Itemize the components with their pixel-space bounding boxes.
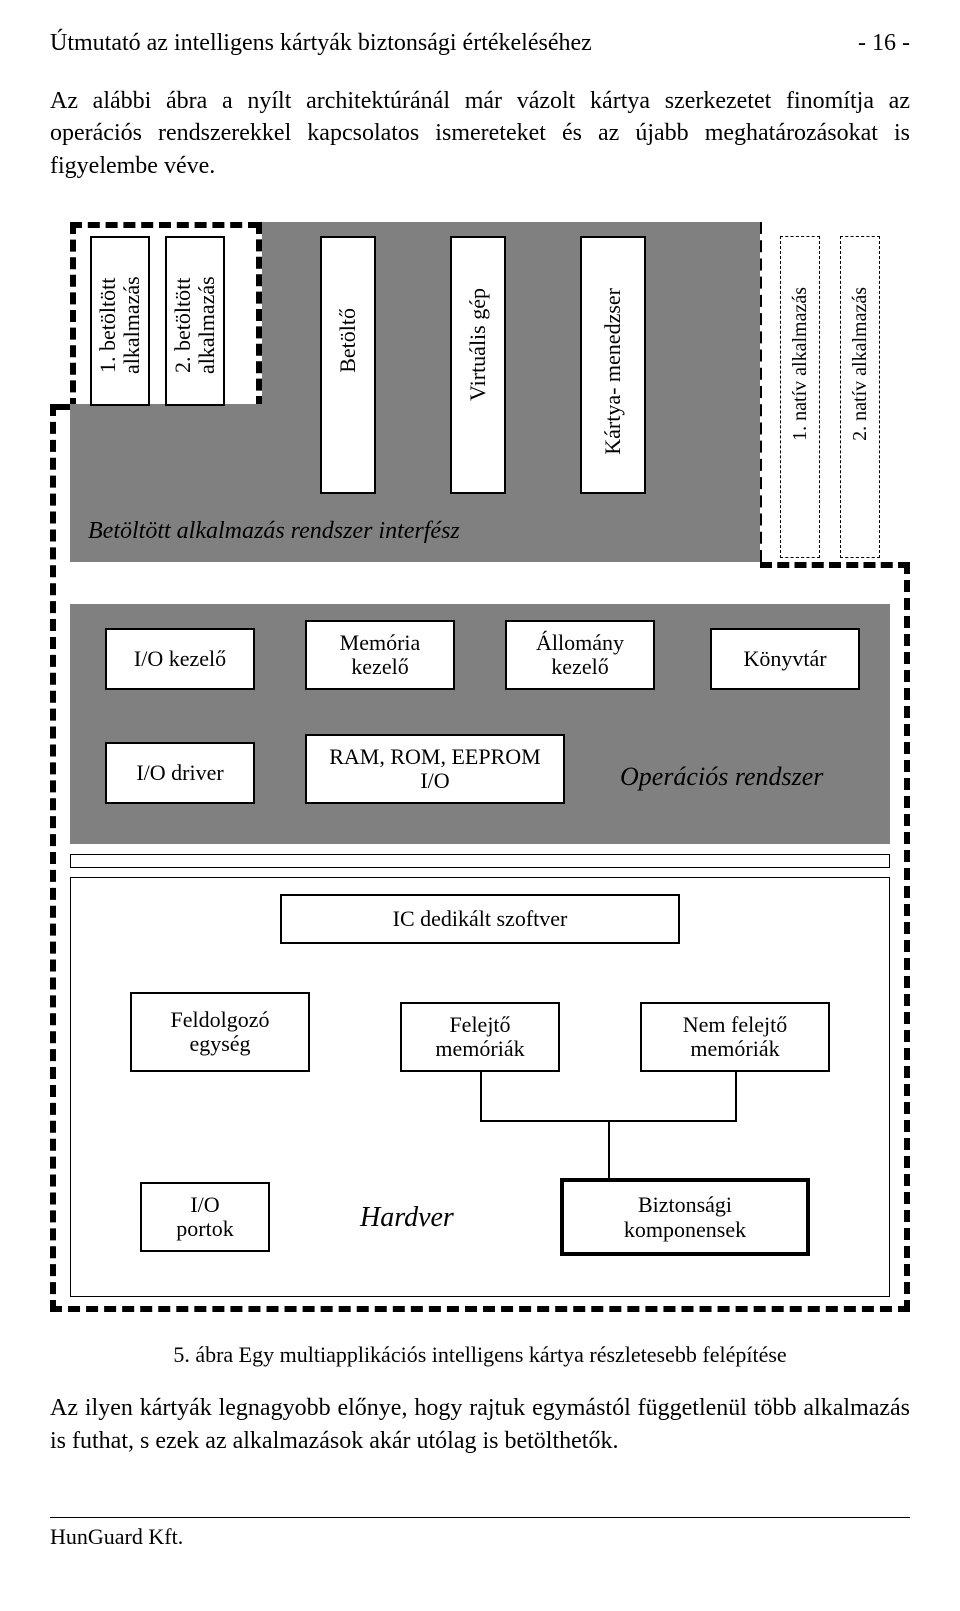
footer-text: HunGuard Kft.: [50, 1524, 183, 1549]
file-handler-box: Állomány kezelő: [505, 620, 655, 690]
outer-dash: [904, 562, 910, 1312]
library-label: Könyvtár: [743, 647, 826, 671]
volatile-mem-box: Felejtő memóriák: [400, 1002, 560, 1072]
loaded-app-1-label: 1. betöltött alkalmazás: [96, 246, 144, 404]
mem-handler-box: Memória kezelő: [305, 620, 455, 690]
thin-separator: [70, 854, 890, 868]
vm-box: Virtuális gép: [450, 236, 506, 494]
nonvolatile-mem-box: Nem felejtő memóriák: [640, 1002, 830, 1072]
interface-label: Betöltött alkalmazás rendszer interfész: [88, 518, 460, 545]
file-handler-label: Állomány kezelő: [536, 631, 624, 679]
loader-box: Betöltő: [320, 236, 376, 494]
intro-paragraph: Az alábbi ábra a nyílt architektúránál m…: [50, 85, 910, 182]
page-header: Útmutató az intelligens kártyák biztonsá…: [50, 30, 910, 57]
ic-software-box: IC dedikált szoftver: [280, 894, 680, 944]
native-app-1-box: 1. natív alkalmazás: [780, 236, 820, 558]
security-components-label: Biztonsági komponensek: [624, 1192, 746, 1243]
ram-rom-label: RAM, ROM, EEPROM I/O: [329, 745, 540, 793]
loaded-app-1-box: 1. betöltött alkalmazás: [90, 236, 150, 406]
loaded-app-2-box: 2. betöltött alkalmazás: [165, 236, 225, 406]
io-handler-box: I/O kezelő: [105, 628, 255, 690]
library-box: Könyvtár: [710, 628, 860, 690]
loaded-app-2-label: 2. betöltött alkalmazás: [171, 246, 219, 404]
connector: [480, 1072, 482, 1122]
os-label: Operációs rendszer: [620, 762, 823, 792]
security-components-box: Biztonsági komponensek: [560, 1178, 810, 1256]
io-handler-label: I/O kezelő: [134, 647, 226, 671]
mem-handler-label: Memória kezelő: [340, 631, 421, 679]
io-driver-label: I/O driver: [136, 761, 223, 785]
nonvolatile-mem-label: Nem felejtő memóriák: [683, 1013, 787, 1061]
cardmgr-label: Kártya- menedzser: [601, 288, 625, 455]
native-app-2-label: 2. natív alkalmazás: [849, 287, 872, 441]
volatile-mem-label: Felejtő memóriák: [435, 1013, 524, 1061]
outro-paragraph: Az ilyen kártyák legnagyobb előnye, hogy…: [50, 1392, 910, 1457]
upper-dash: [70, 222, 76, 410]
upper-dash: [70, 222, 260, 228]
header-title: Útmutató az intelligens kártyák biztonsá…: [50, 30, 592, 57]
footer: HunGuard Kft.: [50, 1517, 910, 1550]
native-app-1-label: 1. natív alkalmazás: [789, 287, 812, 441]
cpu-label: Feldolgozó egység: [171, 1008, 270, 1056]
connector: [735, 1072, 737, 1122]
outer-dash: [50, 1306, 910, 1312]
cpu-box: Feldolgozó egység: [130, 992, 310, 1072]
connector: [608, 1120, 610, 1180]
ram-rom-box: RAM, ROM, EEPROM I/O: [305, 734, 565, 804]
figure-caption: 5. ábra Egy multiapplikációs intelligens…: [50, 1342, 910, 1368]
hardware-label: Hardver: [360, 1202, 454, 1234]
vm-label: Virtuális gép: [465, 288, 491, 401]
outer-dash: [50, 404, 56, 1312]
io-driver-box: I/O driver: [105, 742, 255, 804]
ic-software-label: IC dedikált szoftver: [393, 907, 568, 931]
native-app-2-box: 2. natív alkalmazás: [840, 236, 880, 558]
page-number: - 16 -: [858, 30, 910, 57]
architecture-diagram: 1. betöltött alkalmazás 2. betöltött alk…: [50, 222, 910, 1312]
io-ports-box: I/O portok: [140, 1182, 270, 1252]
outer-dash: [760, 562, 910, 568]
cardmgr-box: Kártya- menedzser: [580, 236, 646, 494]
loader-label: Betöltő: [335, 308, 361, 373]
io-ports-label: I/O portok: [176, 1193, 233, 1241]
